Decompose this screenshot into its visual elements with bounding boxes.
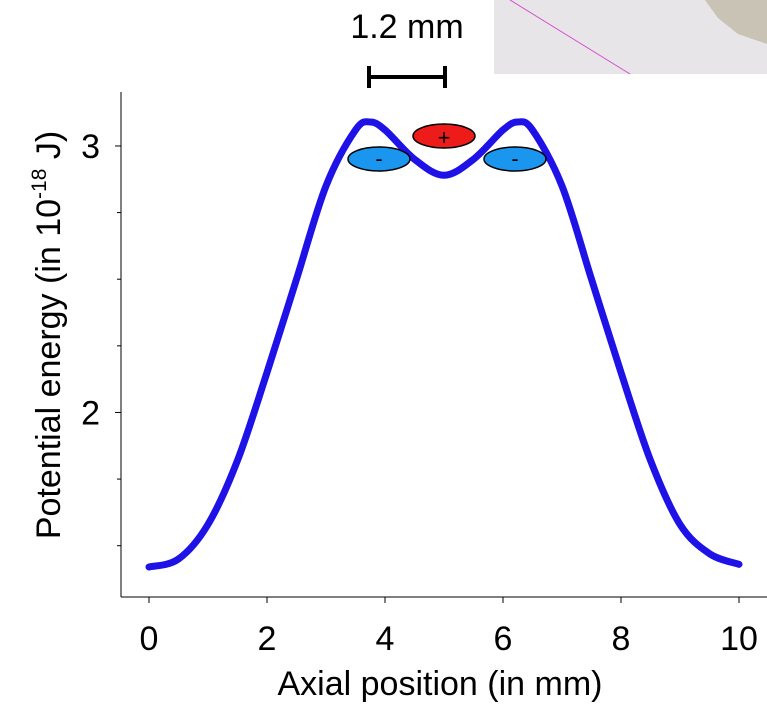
negative-ion-left-ellipse	[347, 146, 411, 172]
inset-textured-region	[705, 0, 767, 44]
negative-ion-left-sign: -	[375, 146, 382, 171]
positive-ion-ellipse	[412, 123, 476, 149]
negative-ion-right-sign: -	[511, 146, 518, 171]
y-tick-label: 2	[81, 394, 100, 432]
y-tick-label: 3	[81, 128, 100, 166]
x-tick-label: 4	[376, 620, 395, 658]
x-tick-label: 8	[612, 620, 631, 658]
x-tick-group: 0 2 4 6 8 10	[140, 597, 758, 658]
x-tick-label: 10	[720, 620, 758, 658]
y-axis-label: Potential energy (in 10-18 J)	[28, 131, 68, 539]
positive-ion-sign: +	[438, 125, 451, 150]
negative-ion-right: -	[483, 146, 547, 172]
x-axis-label: Axial position (in mm)	[278, 665, 603, 703]
scale-bar-label: 1.2 mm	[350, 8, 463, 46]
x-tick-label: 2	[258, 620, 277, 658]
inset-diagonal-line	[509, 0, 631, 75]
y-axis-label-main: Potential energy (in 10	[30, 199, 68, 539]
y-axis-label-tail: J)	[30, 131, 68, 169]
negative-ion-right-ellipse	[483, 146, 547, 172]
positive-ion: +	[412, 123, 476, 150]
x-tick-label: 0	[140, 620, 159, 658]
series-line-potential-energy	[145, 118, 743, 571]
negative-ion-left: -	[347, 146, 411, 172]
y-axis-label-exponent: -18	[28, 169, 51, 199]
y-tick-group: 23	[81, 128, 121, 547]
inset-image	[494, 0, 767, 75]
scale-bar: 1.2 mm	[350, 8, 464, 88]
x-tick-label: 6	[494, 620, 513, 658]
